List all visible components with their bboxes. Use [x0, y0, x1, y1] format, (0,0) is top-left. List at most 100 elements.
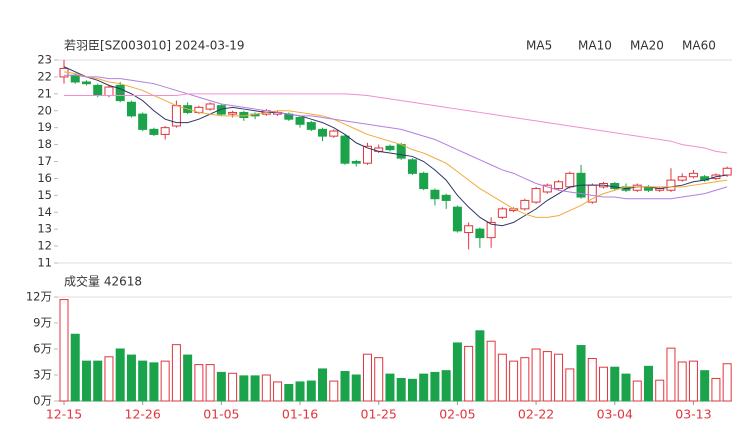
candle-body: [520, 199, 530, 210]
candle-body: [565, 172, 575, 188]
legend-label: MA10: [578, 39, 612, 53]
volume-bar: [340, 371, 350, 402]
volume-bar: [621, 373, 631, 402]
volume-bar: [666, 347, 676, 402]
volume-bar: [554, 353, 564, 402]
y-tick-label: 12万: [26, 290, 52, 304]
candle-body: [486, 221, 496, 239]
candle-body: [340, 135, 350, 164]
volume-bar: [138, 360, 148, 402]
volume-bar: [205, 364, 215, 402]
volume-bar: [329, 380, 339, 402]
ma-line: [63, 71, 728, 218]
candle-body: [475, 228, 485, 239]
candle-body: [228, 111, 238, 115]
y-tick-label: 16: [37, 171, 52, 185]
volume-bar: [565, 368, 575, 402]
y-tick-label: 14: [37, 205, 52, 219]
volume-bar: [318, 368, 328, 402]
candle-body: [396, 144, 406, 159]
volume-bar: [407, 378, 417, 402]
x-tick-label: 02-05: [439, 407, 475, 422]
candle-body: [497, 208, 507, 218]
y-tick-label: 9万: [33, 316, 52, 330]
volume-bar: [711, 377, 721, 402]
volume-bar: [452, 342, 462, 402]
candle-body: [160, 127, 170, 135]
volume-bar: [464, 345, 474, 402]
volume-bar: [576, 345, 586, 402]
volume-bar: [655, 379, 665, 402]
x-tick-label: 01-25: [361, 407, 397, 422]
volume-bar: [599, 366, 609, 402]
volume-bar: [520, 357, 530, 402]
candle-body: [677, 176, 687, 181]
ma-line: [64, 74, 728, 200]
volume-bar: [475, 330, 485, 402]
y-tick-label: 18: [37, 137, 52, 151]
y-tick-label: 6万: [33, 342, 52, 356]
volume-bar: [183, 354, 193, 402]
candle-body: [115, 84, 125, 102]
candle-body: [81, 81, 91, 85]
legend-label: MA20: [630, 39, 664, 53]
volume-bar: [632, 380, 642, 402]
candle-body: [722, 167, 732, 176]
x-tick-label: 12-26: [125, 407, 161, 422]
candle-body: [295, 117, 305, 125]
candle-body: [554, 181, 564, 190]
volume-bar: [160, 360, 170, 402]
candle-body: [104, 86, 114, 97]
volume-bar: [239, 375, 249, 402]
volume-bar: [509, 360, 519, 402]
candle-body: [407, 159, 417, 174]
volume-bar: [531, 348, 541, 402]
y-tick-label: 12: [37, 239, 52, 253]
candle-body: [441, 194, 451, 201]
y-tick-label: 17: [37, 154, 52, 168]
candle-body: [351, 161, 361, 164]
candle-body: [70, 74, 80, 83]
candle-body: [666, 179, 676, 191]
candle-body: [149, 128, 159, 135]
volume-bar: [430, 371, 440, 402]
x-tick-label: 03-04: [597, 407, 633, 422]
volume-bar: [216, 371, 226, 402]
volume-bar: [351, 374, 361, 402]
candle-body: [419, 172, 429, 190]
candle-body: [452, 206, 462, 232]
volume-bar: [700, 370, 710, 402]
volume-bar: [385, 373, 395, 402]
ma-line: [64, 93, 728, 154]
y-tick-label: 0万: [33, 394, 52, 408]
legend-label: MA5: [526, 39, 552, 53]
candle-body: [430, 189, 440, 200]
volume-bar: [396, 377, 406, 402]
volume-bar: [542, 351, 552, 402]
chart-title: 若羽臣[SZ003010] 2024-03-19: [64, 39, 245, 53]
volume-bar: [115, 348, 125, 402]
candle-body: [587, 184, 597, 203]
volume-bar: [722, 363, 732, 402]
volume-bar: [228, 372, 238, 402]
volume-bar: [171, 344, 181, 402]
candle-body: [385, 145, 395, 151]
x-tick-label: 03-13: [675, 407, 711, 422]
candle-body: [306, 122, 316, 130]
volume-bar: [81, 360, 91, 402]
volume-bar: [643, 365, 653, 402]
y-tick-label: 19: [37, 120, 52, 134]
volume-bar: [284, 384, 294, 402]
volume-bar: [295, 381, 305, 402]
candle-body: [318, 128, 328, 137]
y-tick-label: 22: [37, 69, 52, 83]
volume-title: 成交量 42618: [64, 274, 142, 289]
volume-bar: [677, 361, 687, 402]
y-tick-label: 21: [37, 86, 52, 100]
volume-bar: [419, 373, 429, 402]
volume-bar: [306, 380, 316, 402]
legend-label: MA60: [682, 39, 716, 53]
candle-body: [138, 113, 148, 130]
candle-body: [329, 130, 339, 137]
